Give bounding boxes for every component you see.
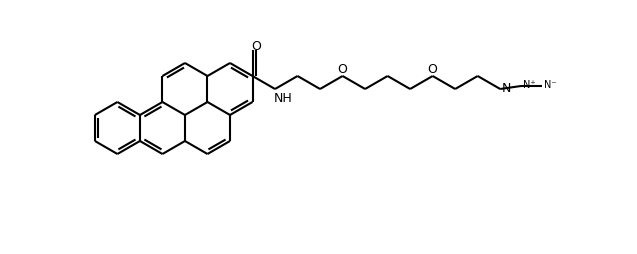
Text: O: O — [338, 62, 348, 75]
Text: O: O — [252, 39, 261, 52]
Text: N: N — [502, 81, 512, 94]
Text: N⁺: N⁺ — [523, 80, 536, 90]
Text: O: O — [427, 62, 438, 75]
Text: N⁻: N⁻ — [544, 80, 556, 90]
Text: NH: NH — [274, 91, 292, 104]
